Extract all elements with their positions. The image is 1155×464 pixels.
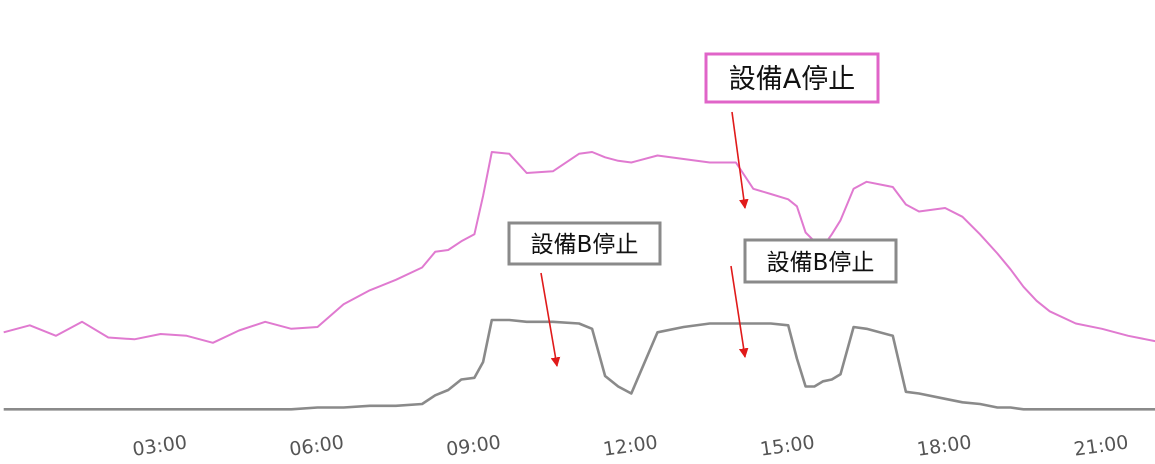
callout-box: [704, 52, 880, 104]
x-tick-label: 03:00: [131, 431, 188, 460]
callout-arrow: [730, 265, 749, 358]
callout-label: 設備B停止: [767, 250, 875, 276]
callout-label: 設備B停止: [531, 232, 639, 258]
x-tick-label: 09:00: [445, 431, 502, 460]
callout-equipment-b-stop-2: 設備B停止: [730, 238, 898, 358]
series-line-2: [3, 318, 1155, 411]
x-axis-tick-labels: 03:00 06:00 09:00 12:00 15:00 18:00 21:00: [131, 431, 1130, 460]
callout-arrow: [540, 272, 561, 367]
x-tick-label: 12:00: [602, 431, 659, 460]
x-tick-label: 18:00: [916, 431, 973, 460]
x-tick-label: 06:00: [288, 431, 345, 460]
callout-equipment-a-stop: 設備A停止: [704, 52, 880, 209]
series-line-1: [3, 151, 1155, 344]
callout-arrow: [731, 111, 749, 209]
callout-equipment-b-stop-1: 設備B停止: [507, 221, 662, 367]
callout-box: [507, 221, 662, 266]
callout-label: 設備A停止: [729, 64, 855, 95]
x-tick-label: 21:00: [1073, 431, 1130, 460]
x-tick-label: 15:00: [759, 431, 816, 460]
callout-box: [743, 238, 898, 284]
plot-lines: [3, 151, 1155, 411]
